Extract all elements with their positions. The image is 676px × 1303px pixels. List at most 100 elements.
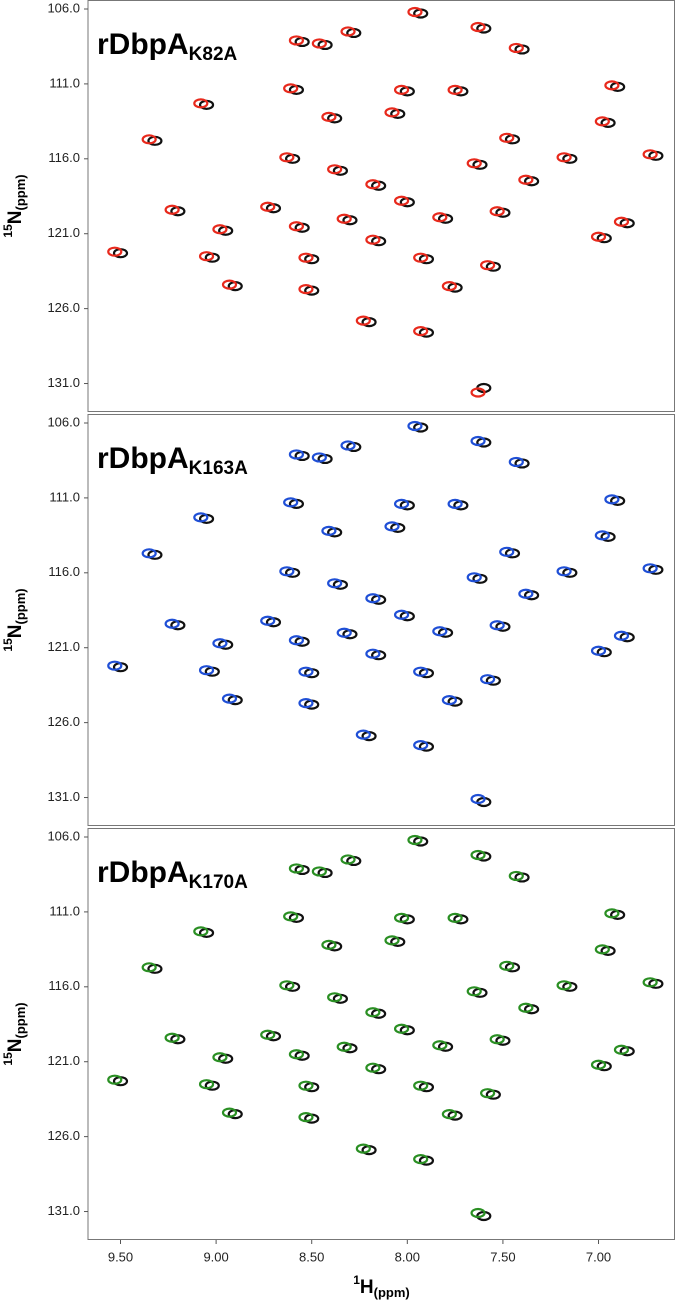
peak [311, 452, 327, 463]
peak [198, 251, 215, 262]
y-tick-label: 126.0 [47, 1128, 80, 1143]
peak [508, 456, 524, 468]
x-axis-label: 1H(ppm) [353, 1273, 410, 1300]
peak [298, 252, 314, 263]
peak [212, 638, 228, 649]
x-tick-label: 7.50 [490, 1249, 515, 1264]
peak [279, 566, 295, 577]
peak [642, 563, 658, 574]
peak [508, 42, 524, 54]
peak [298, 1112, 314, 1123]
peak [393, 84, 410, 95]
peak [107, 246, 123, 257]
y-tick-label: 131.0 [47, 375, 80, 390]
peak [508, 870, 524, 882]
label-text: H [360, 1277, 374, 1298]
label-text: N [5, 1039, 26, 1053]
peak [489, 620, 505, 631]
peak [355, 729, 371, 740]
label-text: N [5, 625, 26, 639]
peak [164, 204, 180, 215]
peak [107, 1074, 123, 1085]
peak [447, 912, 463, 923]
peak [413, 1080, 429, 1091]
title-text: rDbpA [97, 28, 189, 61]
peak [642, 977, 658, 988]
y-tick-label: 106.0 [47, 828, 80, 843]
peak [594, 530, 610, 541]
peak [518, 588, 534, 599]
label-superscript: 15 [1, 638, 15, 652]
peak [198, 1079, 215, 1090]
peak [260, 615, 276, 626]
peak [604, 80, 620, 91]
peak [288, 863, 305, 874]
y-tick-label: 121.0 [47, 225, 80, 240]
peak [141, 548, 157, 559]
peak [613, 216, 630, 227]
peak [499, 546, 515, 557]
peak [283, 911, 299, 922]
x-tick-label: 9.00 [203, 1249, 228, 1264]
title-subscript: K82A [189, 44, 238, 65]
peak [441, 695, 457, 706]
peak [288, 35, 305, 46]
y-axis-label: 15N(ppm) [1, 1002, 28, 1065]
title-subscript: K170A [189, 872, 248, 893]
peak [432, 626, 448, 637]
peak [413, 1153, 429, 1165]
plot-frame [87, 0, 675, 412]
panel: 106.0 111.0 116.0 121.0 126.0 131.0 9.50 9.00 8.… [1, 828, 675, 1300]
peak [393, 498, 410, 509]
y-axis-label: 15N(ppm) [1, 588, 28, 651]
peak [518, 1002, 534, 1013]
peak [447, 498, 463, 509]
peak [283, 497, 299, 508]
title-subscript: K163A [189, 458, 248, 479]
peak [407, 834, 423, 846]
y-tick-label: 121.0 [47, 639, 80, 654]
y-tick-label: 111.0 [49, 75, 80, 90]
peak [432, 1040, 448, 1051]
label-subscript: (ppm) [13, 174, 28, 210]
peak [298, 666, 314, 677]
peak [298, 284, 314, 295]
peak [613, 630, 630, 641]
peak [407, 420, 423, 432]
peak [393, 1023, 410, 1034]
panel-title: rDbpAK82A [97, 28, 238, 65]
peak [594, 944, 610, 955]
y-axis-label: 15N(ppm) [1, 174, 28, 237]
peak [141, 134, 157, 145]
panel: 106.0 111.0 116.0 121.0 126.0 131.0 rDbpAK163A… [1, 414, 675, 826]
label-subscript: (ppm) [13, 1002, 28, 1038]
peak [283, 83, 299, 94]
plot-frame [87, 414, 675, 826]
y-tick-label: 106.0 [47, 414, 80, 429]
peak [365, 593, 381, 604]
y-tick-label: 111.0 [49, 489, 80, 504]
peak [466, 986, 482, 997]
label-superscript: 15 [1, 224, 15, 238]
peak [556, 152, 572, 163]
y-tick-label: 116.0 [48, 978, 80, 993]
peak [489, 206, 505, 217]
peak [193, 512, 209, 523]
peak [441, 281, 457, 292]
peak [413, 739, 429, 751]
peak [556, 980, 572, 991]
peak [107, 660, 123, 671]
peak [327, 578, 343, 589]
peak [260, 201, 276, 212]
peak [212, 1052, 228, 1063]
peak [221, 1107, 238, 1118]
y-tick-label: 116.0 [48, 150, 80, 165]
peak [327, 992, 343, 1003]
label-subscript: (ppm) [374, 1285, 410, 1300]
peak [340, 26, 356, 37]
peak [336, 1041, 352, 1052]
peak [594, 116, 610, 127]
peak [288, 1049, 305, 1060]
peak [340, 854, 356, 865]
